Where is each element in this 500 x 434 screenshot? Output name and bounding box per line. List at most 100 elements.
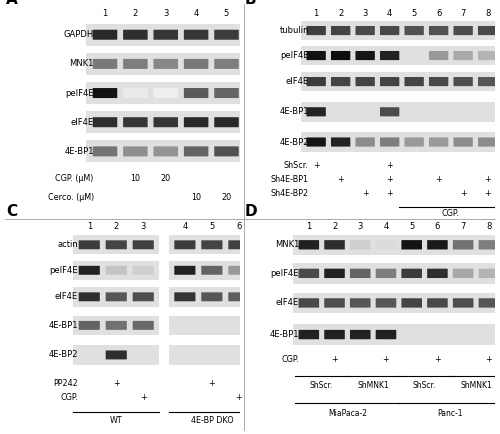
- FancyBboxPatch shape: [228, 240, 250, 249]
- FancyBboxPatch shape: [380, 107, 400, 116]
- Bar: [168, 345, 255, 365]
- FancyBboxPatch shape: [228, 266, 250, 275]
- FancyBboxPatch shape: [174, 240, 196, 249]
- FancyBboxPatch shape: [376, 298, 396, 308]
- FancyBboxPatch shape: [92, 146, 118, 156]
- Text: +: +: [386, 188, 393, 197]
- Bar: [86, 141, 246, 162]
- Text: 8: 8: [485, 10, 490, 18]
- FancyBboxPatch shape: [356, 138, 375, 147]
- FancyBboxPatch shape: [184, 88, 208, 98]
- FancyBboxPatch shape: [78, 293, 100, 301]
- FancyBboxPatch shape: [214, 88, 239, 98]
- Text: 4E-BP2: 4E-BP2: [48, 350, 78, 359]
- Bar: [168, 316, 255, 335]
- Text: 2: 2: [133, 10, 138, 18]
- FancyBboxPatch shape: [376, 330, 396, 339]
- FancyBboxPatch shape: [298, 330, 319, 339]
- Text: WT: WT: [110, 416, 122, 425]
- FancyBboxPatch shape: [184, 146, 208, 156]
- Text: 4E-BP1: 4E-BP1: [48, 321, 78, 330]
- Text: 2: 2: [114, 222, 119, 231]
- Text: peIF4E: peIF4E: [270, 269, 299, 278]
- Text: 6: 6: [436, 10, 442, 18]
- Text: +: +: [436, 175, 442, 184]
- FancyBboxPatch shape: [202, 240, 222, 249]
- FancyBboxPatch shape: [350, 298, 370, 308]
- FancyBboxPatch shape: [429, 77, 448, 86]
- Text: 4E-BP1: 4E-BP1: [270, 330, 299, 339]
- Bar: [168, 260, 255, 280]
- Text: +: +: [386, 161, 393, 171]
- FancyBboxPatch shape: [214, 146, 239, 156]
- Bar: [73, 235, 160, 254]
- Text: 3: 3: [362, 10, 368, 18]
- Bar: [86, 111, 246, 133]
- FancyBboxPatch shape: [154, 146, 178, 156]
- FancyBboxPatch shape: [184, 59, 208, 69]
- Text: +: +: [236, 393, 242, 402]
- FancyBboxPatch shape: [132, 321, 154, 330]
- FancyBboxPatch shape: [123, 117, 148, 127]
- FancyBboxPatch shape: [453, 298, 473, 308]
- FancyBboxPatch shape: [214, 117, 239, 127]
- FancyBboxPatch shape: [427, 240, 448, 250]
- Text: 6: 6: [236, 222, 242, 231]
- FancyBboxPatch shape: [132, 293, 154, 301]
- Text: CGP.: CGP.: [60, 393, 78, 402]
- Text: eIF4E: eIF4E: [55, 293, 78, 301]
- Text: MNK1: MNK1: [274, 240, 299, 249]
- Text: tubulin: tubulin: [280, 26, 309, 35]
- Text: 6: 6: [434, 222, 440, 231]
- Text: 3: 3: [358, 222, 363, 231]
- Text: 1: 1: [86, 222, 92, 231]
- Text: +: +: [382, 355, 390, 364]
- Bar: [168, 287, 255, 306]
- FancyBboxPatch shape: [214, 30, 239, 40]
- Text: +: +: [313, 161, 320, 171]
- Text: eIF4E: eIF4E: [276, 299, 299, 307]
- Text: 4E-BP1: 4E-BP1: [280, 107, 309, 116]
- FancyBboxPatch shape: [324, 330, 345, 339]
- Text: +: +: [338, 175, 344, 184]
- Text: 4: 4: [387, 10, 392, 18]
- Text: 7: 7: [460, 222, 466, 231]
- FancyBboxPatch shape: [402, 269, 422, 278]
- FancyBboxPatch shape: [106, 293, 127, 301]
- Text: 4: 4: [384, 222, 388, 231]
- FancyBboxPatch shape: [324, 240, 345, 250]
- FancyBboxPatch shape: [92, 59, 118, 69]
- Text: +: +: [208, 379, 215, 388]
- Text: CGP.: CGP.: [281, 355, 299, 364]
- FancyBboxPatch shape: [123, 30, 148, 40]
- FancyBboxPatch shape: [404, 77, 424, 86]
- Bar: [73, 260, 160, 280]
- FancyBboxPatch shape: [106, 351, 127, 359]
- Text: 2: 2: [332, 222, 337, 231]
- Text: CGP.: CGP.: [442, 209, 460, 218]
- Text: 10: 10: [130, 174, 140, 183]
- Text: 20: 20: [160, 174, 171, 183]
- FancyBboxPatch shape: [324, 269, 345, 278]
- FancyBboxPatch shape: [123, 146, 148, 156]
- Text: 3: 3: [163, 10, 168, 18]
- FancyBboxPatch shape: [454, 138, 473, 147]
- FancyBboxPatch shape: [92, 88, 118, 98]
- FancyBboxPatch shape: [106, 266, 127, 275]
- Text: 2: 2: [338, 10, 344, 18]
- Bar: [302, 46, 500, 66]
- FancyBboxPatch shape: [92, 30, 118, 40]
- FancyBboxPatch shape: [454, 26, 473, 35]
- Text: 4: 4: [194, 10, 199, 18]
- FancyBboxPatch shape: [123, 88, 148, 98]
- FancyBboxPatch shape: [92, 117, 118, 127]
- Text: 1: 1: [102, 10, 108, 18]
- Text: +: +: [484, 175, 491, 184]
- Text: +: +: [362, 188, 368, 197]
- Text: D: D: [245, 204, 258, 219]
- FancyBboxPatch shape: [356, 77, 375, 86]
- Text: A: A: [6, 0, 18, 7]
- Text: +: +: [140, 393, 146, 402]
- FancyBboxPatch shape: [478, 298, 499, 308]
- Text: 20: 20: [222, 193, 232, 202]
